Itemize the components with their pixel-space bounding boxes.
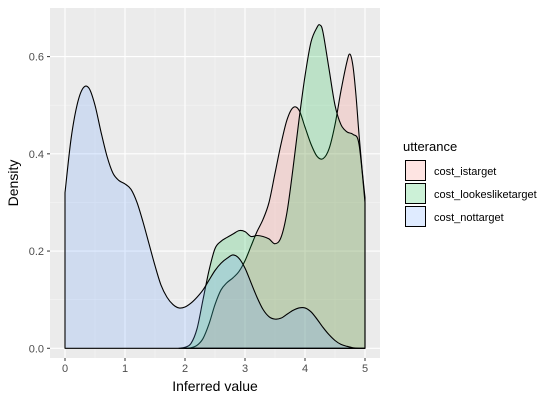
minor-gridlines <box>50 8 380 358</box>
legend-key-background <box>405 160 426 181</box>
density-areas <box>64 24 366 349</box>
x-axis-ticks: 0 1 2 3 4 5 <box>62 358 368 375</box>
x-tick-label: 3 <box>242 363 248 375</box>
y-tick-label: 0.2 <box>29 246 44 258</box>
x-tick-label: 1 <box>122 363 128 375</box>
y-tick-label: 0.0 <box>29 343 44 355</box>
legend-key-background <box>405 206 426 227</box>
legend-title: utterance <box>403 139 457 154</box>
legend-key-cost-lookesliketarget <box>405 183 426 204</box>
legend: utterance cost_istarget cost_lookesliketa… <box>403 139 537 227</box>
x-tick-label: 0 <box>62 363 68 375</box>
x-tick-label: 4 <box>302 363 308 375</box>
legend-label: cost_istarget <box>434 166 496 178</box>
density-area-cost-lookesliketarget <box>178 24 366 349</box>
legend-label: cost_nottarget <box>434 212 504 224</box>
x-tick-label: 2 <box>182 363 188 375</box>
legend-label: cost_lookesliketarget <box>434 189 537 201</box>
y-tick-label: 0.6 <box>29 52 44 64</box>
legend-key-background <box>405 183 426 204</box>
x-tick-label: 5 <box>362 363 368 375</box>
y-axis-title: Density <box>5 160 21 207</box>
y-axis-ticks: 0.0 0.2 0.4 0.6 <box>29 52 50 355</box>
legend-key-cost-istarget <box>405 160 426 181</box>
density-area-cost-istarget <box>184 53 366 349</box>
legend-key-cost-nottarget <box>405 206 426 227</box>
y-tick-label: 0.4 <box>29 149 44 161</box>
density-area-cost-nottarget <box>64 85 366 349</box>
x-axis-title: Inferred value <box>172 378 258 394</box>
